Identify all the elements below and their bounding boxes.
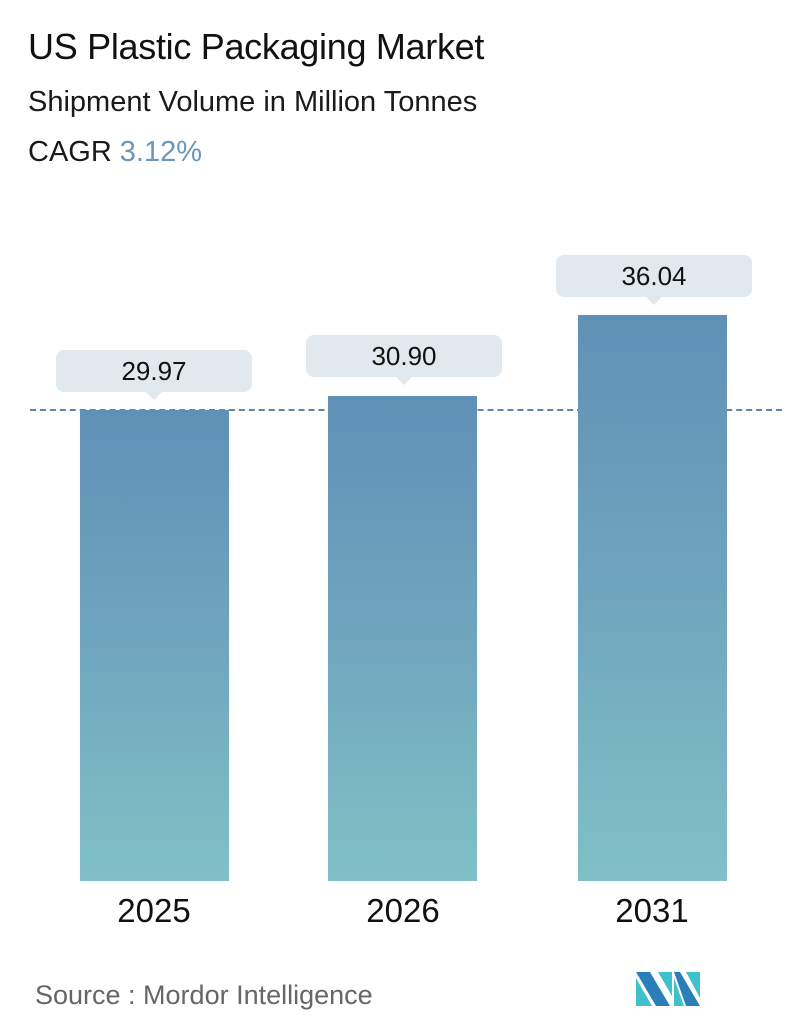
x-label-2025: 2025 [117,892,191,929]
source-text: Source : Mordor Intelligence [35,980,373,1010]
mordor-intelligence-logo-icon [636,972,700,1006]
cagr-value: 3.12% [119,136,203,168]
value-label-2026: 30.90 [306,335,502,385]
chart-title: US Plastic Packaging Market [28,26,485,67]
value-label-2031: 36.04 [556,255,752,305]
x-label-2026: 2026 [366,892,440,929]
cagr-label: CAGR [28,136,112,168]
x-label-2031: 2031 [615,892,689,929]
cagr-annotation: CAGR 3.12% [28,136,202,169]
value-label-2025: 29.97 [56,350,252,400]
bar-2031 [578,315,727,881]
bar-2025 [80,410,229,881]
bar-2026 [328,396,477,881]
chart-subtitle: Shipment Volume in Million Tonnes [28,86,478,118]
